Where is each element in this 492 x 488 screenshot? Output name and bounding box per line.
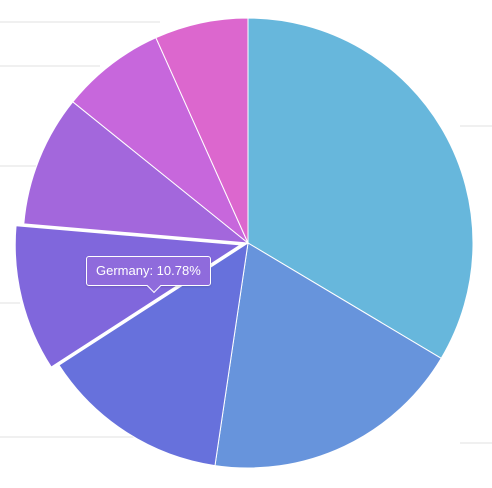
pie-slice-1[interactable] <box>247 17 474 360</box>
pie-slice-2[interactable] <box>214 242 442 469</box>
slice-tooltip: Germany: 10.78% <box>86 256 211 294</box>
tooltip-text: Germany: 10.78% <box>96 263 201 278</box>
pie-slice-3[interactable] <box>58 241 249 467</box>
pie-slice-7[interactable] <box>155 17 249 244</box>
pie-slice-5[interactable] <box>23 101 250 244</box>
pie-slice-6[interactable] <box>72 37 249 244</box>
